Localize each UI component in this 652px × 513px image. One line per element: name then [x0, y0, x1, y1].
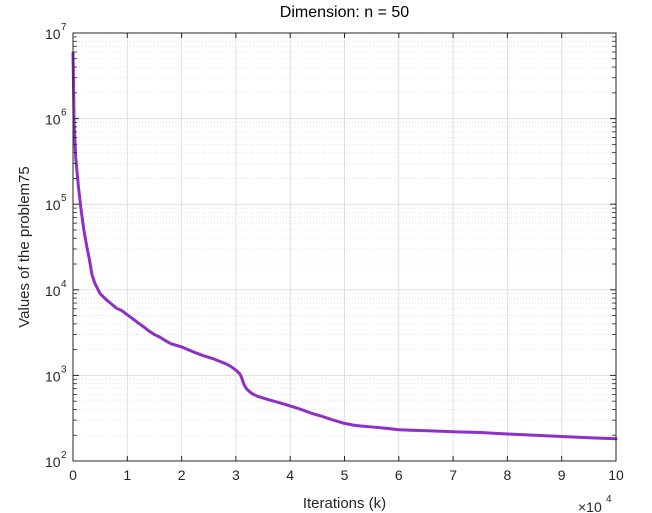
y-tick-label: 10 4 — [45, 279, 67, 299]
y-tick-label-base: 10 — [45, 283, 61, 299]
x-tick-label: 4 — [286, 467, 294, 483]
x-tick-labels: 0 1 2 3 4 5 6 7 8 9 10 — [69, 467, 624, 483]
x-tick-label: 10 — [608, 467, 624, 483]
y-axis-label: Values of the problem75 — [16, 166, 33, 328]
chart-title: Dimension: n = 50 — [280, 4, 410, 21]
x-tick-label: 9 — [558, 467, 566, 483]
y-tick-label-exponent: 3 — [61, 364, 67, 375]
x-tick-label: 8 — [504, 467, 512, 483]
x-tick-label: 1 — [123, 467, 131, 483]
y-tick-label: 10 6 — [45, 108, 67, 128]
x-tick-label: 5 — [341, 467, 349, 483]
x-multiplier-base: ×10 — [578, 499, 602, 513]
y-tick-label-exponent: 5 — [61, 193, 67, 204]
y-tick-label-base: 10 — [45, 26, 61, 42]
x-axis-label: Iterations (k) — [303, 495, 386, 512]
x-multiplier-exponent: 4 — [606, 494, 612, 505]
x-axis-multiplier: ×10 4 — [578, 494, 612, 513]
y-tick-label: 10 5 — [45, 193, 67, 213]
x-tick-label: 6 — [395, 467, 403, 483]
y-tick-label-exponent: 4 — [61, 279, 67, 290]
x-tick-label: 0 — [69, 467, 77, 483]
tick-marks — [72, 32, 617, 462]
y-tick-label: 10 3 — [45, 364, 67, 384]
x-tick-label: 2 — [178, 467, 186, 483]
y-tick-label-base: 10 — [45, 454, 61, 470]
series-line — [71, 51, 618, 441]
y-tick-label-base: 10 — [45, 197, 61, 213]
y-tick-label: 10 7 — [45, 22, 67, 42]
series-layer — [71, 51, 618, 441]
y-tick-label-base: 10 — [45, 112, 61, 128]
y-tick-label: 10 2 — [45, 450, 67, 470]
y-tick-label-exponent: 6 — [61, 108, 67, 119]
minor-grid — [73, 36, 616, 436]
x-tick-label: 3 — [232, 467, 240, 483]
x-tick-label: 7 — [449, 467, 457, 483]
y-tick-label-exponent: 7 — [61, 22, 67, 33]
y-tick-label-exponent: 2 — [61, 450, 67, 461]
y-tick-label-base: 10 — [45, 368, 61, 384]
